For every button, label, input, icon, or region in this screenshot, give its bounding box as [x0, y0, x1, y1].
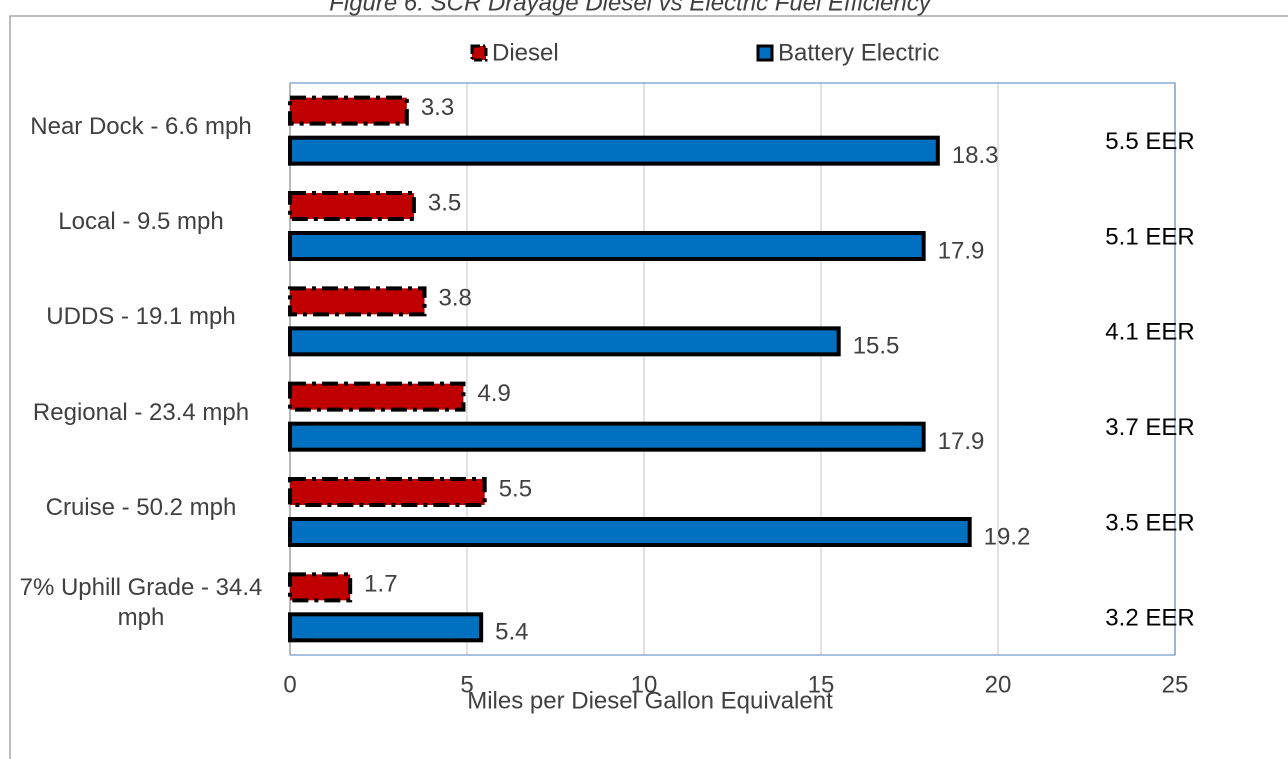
legend-swatch: [470, 44, 488, 62]
x-tick-label: 10: [631, 671, 658, 698]
data-label: 5.4: [495, 619, 528, 646]
bar: [288, 191, 416, 221]
x-tick-label: 15: [808, 671, 835, 698]
bar: [288, 421, 926, 452]
data-label: 3.8: [439, 285, 472, 312]
y-tick-label: Regional - 23.4 mph: [32, 398, 250, 426]
bar: [288, 286, 427, 317]
y-tick-label: 7% Uphill Grade - 34.4 mph: [19, 574, 263, 632]
chart-title: Figure 6: SCR Drayage Diesel vs Electric…: [329, 0, 933, 16]
bar: [288, 326, 841, 357]
bar: [288, 231, 926, 261]
plot-border: [289, 82, 1176, 656]
y-tick-label: UDDS - 19.1 mph: [46, 303, 236, 331]
bar: [288, 612, 484, 643]
data-label: 1.7: [364, 571, 397, 598]
annotation: 3.5 EER: [1105, 509, 1194, 536]
legend-label: Battery Electric: [778, 39, 939, 66]
chart-border: [9, 15, 1288, 759]
data-label: 3.5: [428, 189, 461, 216]
annotation: 3.7 EER: [1105, 414, 1194, 441]
y-tick-label: Cruise - 50.2 mph: [45, 494, 237, 521]
x-axis-label: Miles per Diesel Gallon Equivalent: [467, 687, 833, 714]
data-label: 4.9: [477, 380, 510, 407]
x-tick-label: 20: [985, 671, 1012, 698]
data-label: 17.9: [938, 428, 985, 455]
bar: [288, 517, 972, 547]
annotation: 4.1 EER: [1105, 319, 1194, 346]
x-tick-label: 5: [460, 671, 473, 698]
data-label: 5.5: [499, 475, 532, 502]
y-tick-label: Local - 9.5 mph: [58, 208, 224, 235]
bar: [288, 572, 353, 603]
legend-swatch: [756, 44, 774, 62]
bar: [288, 95, 409, 126]
x-tick-label: 25: [1162, 671, 1189, 698]
data-label: 17.9: [938, 237, 985, 264]
data-label: 15.5: [853, 333, 900, 360]
bar: [288, 135, 940, 166]
bar: [288, 381, 466, 412]
data-label: 19.2: [984, 523, 1031, 550]
data-label: 3.3: [421, 94, 454, 121]
x-tick-label: 0: [283, 671, 296, 698]
annotation: 3.2 EER: [1105, 605, 1194, 632]
legend-label: Diesel: [492, 39, 559, 66]
annotation: 5.1 EER: [1105, 223, 1194, 250]
data-label: 18.3: [952, 142, 999, 169]
y-tick-label: Near Dock - 6.6 mph: [30, 112, 252, 140]
annotation: 5.5 EER: [1105, 128, 1194, 155]
bar: [288, 477, 487, 507]
